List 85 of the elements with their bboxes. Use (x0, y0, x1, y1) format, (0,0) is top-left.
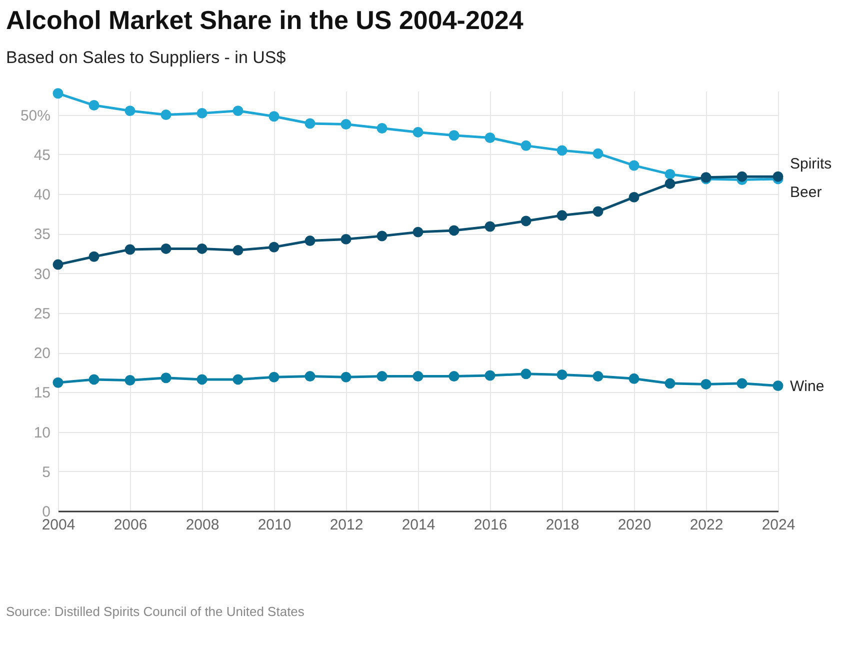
point (196, 243, 208, 254)
y-tick-label: 45 (34, 146, 50, 164)
y-tick-label: 50% (20, 107, 50, 124)
point (376, 371, 388, 382)
point (340, 234, 352, 244)
x-tick-label: 2012 (330, 516, 364, 534)
point (196, 374, 208, 385)
point (628, 160, 640, 171)
point (736, 171, 748, 182)
point (484, 370, 496, 381)
x-tick-label: 2006 (114, 516, 148, 534)
point (412, 226, 424, 238)
y-tick-label: 40 (34, 186, 50, 204)
series-label: Wine (790, 378, 824, 395)
point (664, 178, 676, 189)
point (556, 210, 568, 221)
point (232, 374, 244, 385)
point (160, 243, 172, 254)
y-tick-label: 20 (34, 345, 50, 362)
point (52, 88, 64, 99)
point (340, 119, 352, 130)
point (304, 118, 316, 129)
point (160, 372, 172, 384)
point (88, 100, 100, 110)
point (448, 225, 460, 236)
point (448, 130, 460, 141)
point (592, 148, 604, 159)
x-tick-label: 2008 (186, 516, 220, 534)
chart-title: Alcohol Market Share in the US 2004-2024 (6, 5, 524, 36)
point (520, 140, 532, 151)
point (520, 368, 532, 380)
point (412, 126, 424, 138)
x-tick-label: 2014 (402, 516, 436, 534)
point (124, 106, 136, 116)
point (700, 378, 712, 390)
point (556, 145, 568, 156)
point (448, 371, 460, 382)
series-label: Spirits (790, 156, 832, 173)
x-tick-label: 2024 (762, 516, 796, 534)
point (376, 123, 388, 134)
x-tick-label: 2010 (258, 516, 292, 534)
point (772, 171, 784, 182)
point (736, 378, 748, 389)
x-tick-label: 2020 (618, 516, 652, 534)
x-tick-label: 2022 (690, 516, 724, 534)
y-tick-label: 25 (34, 305, 50, 322)
chart-subtitle: Based on Sales to Suppliers - in US$ (6, 48, 286, 68)
y-tick-label: 5 (42, 464, 50, 481)
point (592, 206, 604, 217)
point (232, 245, 244, 256)
point (268, 111, 280, 122)
point (556, 369, 568, 380)
point (664, 168, 676, 180)
point (484, 132, 496, 143)
point (196, 108, 208, 118)
point (340, 372, 352, 382)
point (520, 216, 532, 226)
point (412, 371, 424, 382)
point (304, 371, 316, 382)
point (124, 244, 136, 255)
point (628, 192, 640, 202)
series-label: Beer (790, 184, 822, 201)
point (484, 221, 496, 232)
x-tick-label: 2016 (474, 516, 508, 534)
y-tick-label: 10 (34, 424, 50, 442)
y-tick-label: 15 (34, 384, 50, 402)
point (52, 377, 64, 388)
point (52, 259, 64, 270)
point (124, 375, 136, 386)
point (268, 372, 280, 382)
point (268, 242, 280, 252)
point (88, 251, 100, 262)
x-tick-label: 2018 (546, 516, 580, 534)
point (304, 236, 316, 246)
y-tick-label: 35 (34, 226, 50, 244)
point (160, 110, 172, 120)
point (592, 371, 604, 382)
point (232, 106, 244, 116)
point (772, 380, 784, 392)
y-tick-label: 30 (34, 266, 50, 283)
source-note: Source: Distilled Spirits Council of the United States (6, 604, 304, 619)
point (628, 373, 640, 384)
point (88, 374, 100, 385)
point (664, 378, 676, 389)
point (376, 230, 388, 242)
